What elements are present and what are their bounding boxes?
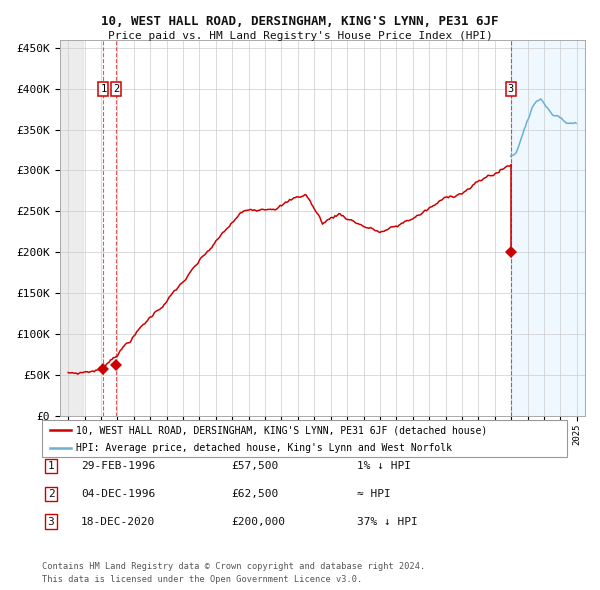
Text: This data is licensed under the Open Government Licence v3.0.: This data is licensed under the Open Gov… [42, 575, 362, 584]
Text: Contains HM Land Registry data © Crown copyright and database right 2024.: Contains HM Land Registry data © Crown c… [42, 562, 425, 571]
Text: 1: 1 [100, 84, 107, 94]
Text: Price paid vs. HM Land Registry's House Price Index (HPI): Price paid vs. HM Land Registry's House … [107, 31, 493, 41]
Text: £57,500: £57,500 [231, 461, 278, 471]
Text: 1% ↓ HPI: 1% ↓ HPI [357, 461, 411, 471]
Text: 1: 1 [47, 461, 55, 471]
Bar [60, 40, 83, 416]
Text: 2: 2 [47, 489, 55, 499]
Text: 29-FEB-1996: 29-FEB-1996 [81, 461, 155, 471]
Text: 37% ↓ HPI: 37% ↓ HPI [357, 517, 418, 526]
Text: 18-DEC-2020: 18-DEC-2020 [81, 517, 155, 526]
Text: HPI: Average price, detached house, King's Lynn and West Norfolk: HPI: Average price, detached house, King… [76, 443, 452, 453]
Text: £200,000: £200,000 [231, 517, 285, 526]
Text: 2: 2 [113, 84, 119, 94]
Bar [511, 40, 585, 416]
Text: 04-DEC-1996: 04-DEC-1996 [81, 489, 155, 499]
Text: £62,500: £62,500 [231, 489, 278, 499]
Text: 10, WEST HALL ROAD, DERSINGHAM, KING'S LYNN, PE31 6JF: 10, WEST HALL ROAD, DERSINGHAM, KING'S L… [101, 15, 499, 28]
Text: ≈ HPI: ≈ HPI [357, 489, 391, 499]
Text: 10, WEST HALL ROAD, DERSINGHAM, KING'S LYNN, PE31 6JF (detached house): 10, WEST HALL ROAD, DERSINGHAM, KING'S L… [76, 425, 487, 435]
Text: 3: 3 [508, 84, 514, 94]
Text: 3: 3 [47, 517, 55, 526]
FancyBboxPatch shape [42, 420, 567, 457]
